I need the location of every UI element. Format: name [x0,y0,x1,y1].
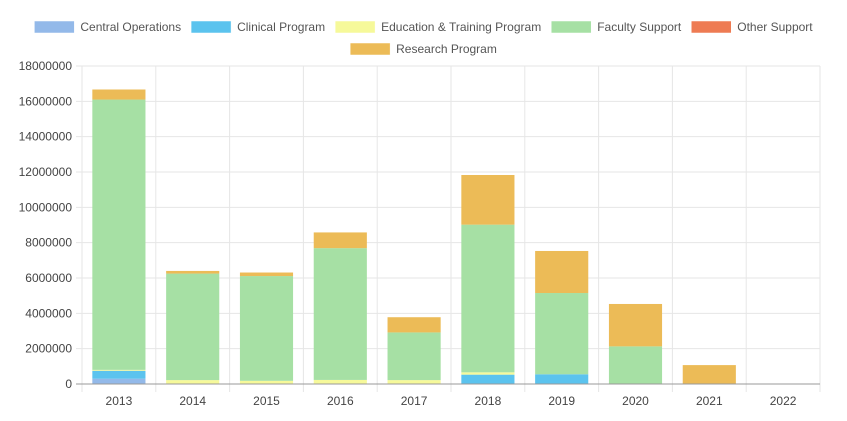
bar-segment-faculty-support-2015 [239,276,294,381]
bar-segment-education-and-training-program-2014 [166,380,220,384]
y-tick-label: 16000000 [19,94,73,108]
legend-label: Research Program [396,42,497,56]
x-tick-label: 2014 [179,394,206,408]
bar-segment-education-and-training-program-2018 [461,372,515,375]
x-tick-label: 2018 [475,394,502,408]
y-tick-label: 6000000 [25,271,72,285]
bar-segment-faculty-support-2014 [166,273,220,381]
y-tick-label: 12000000 [19,165,73,179]
legend-item-faculty-support[interactable]: Faculty Support [550,20,682,34]
x-tick-label: 2020 [622,394,649,408]
bar-segment-education-and-training-program-2013 [92,369,146,371]
legend-swatch [334,20,376,34]
bar-segment-research-program-2019 [535,250,589,294]
x-tick-label: 2019 [548,394,575,408]
x-tick-label: 2016 [327,394,354,408]
legend-swatch [190,20,232,34]
legend-label: Central Operations [80,20,181,34]
x-tick-label: 2013 [106,394,133,408]
x-tick-label: 2021 [696,394,723,408]
y-tick-label: 0 [65,377,72,391]
legend-item-research-program[interactable]: Research Program [349,42,497,56]
y-tick-label: 18000000 [19,59,73,73]
y-tick-label: 8000000 [25,236,72,250]
legend-item-other-support[interactable]: Other Support [691,20,813,34]
y-tick-label: 2000000 [25,342,72,356]
bars [92,89,736,384]
legend-swatch [34,20,75,34]
bar-segment-clinical-program-2013 [92,370,146,379]
bar-segment-faculty-support-2018 [461,224,515,373]
bar-segment-education-and-training-program-2017 [387,380,441,384]
bar-segment-research-program-2015 [239,272,294,277]
bar-segment-research-program-2020 [608,303,663,347]
bar-segment-clinical-program-2018 [461,374,515,384]
x-tick-label: 2017 [401,394,428,408]
y-tick-label: 10000000 [19,200,73,214]
legend-label: Faculty Support [597,20,682,34]
x-tick-label: 2015 [253,394,280,408]
bar-segment-faculty-support-2016 [313,248,367,380]
legend-item-education-and-training-program[interactable]: Education & Training Program [334,20,541,34]
legend-item-clinical-program[interactable]: Clinical Program [190,20,325,34]
legend-swatch [550,20,592,34]
bar-segment-research-program-2013 [92,89,146,100]
bar-segment-research-program-2016 [313,232,367,249]
legend-swatch [349,42,391,56]
y-tick-label: 14000000 [19,130,73,144]
bar-segment-research-program-2014 [166,270,220,274]
y-tick-label: 4000000 [25,306,72,320]
bar-segment-faculty-support-2013 [92,99,146,370]
axes: 0 2000000 4000000 6000000 8000000 10000000 120… [19,59,820,408]
x-tick-label: 2022 [770,394,797,408]
bar-segment-central-operations-2013 [92,378,146,384]
bar-segment-research-program-2018 [461,175,515,225]
bar-segment-research-program-2017 [387,317,441,333]
bar-segment-faculty-support-2020 [608,346,663,384]
bar-segment-education-and-training-program-2015 [239,380,294,384]
bar-segment-clinical-program-2019 [535,374,589,384]
bar-segment-faculty-support-2017 [387,332,441,381]
grid [76,65,821,392]
legend-label: Clinical Program [237,20,325,34]
legend-swatch [691,20,732,34]
bar-segment-research-program-2021 [682,365,736,384]
bar-segment-faculty-support-2019 [535,293,589,375]
legend-label: Education & Training Program [381,20,541,34]
legend-label: Other Support [737,20,813,34]
legend-item-central-operations[interactable]: Central Operations [34,20,181,34]
bar-segment-education-and-training-program-2016 [313,379,367,384]
legend[interactable]: Central Operations Clinical Program Educat… [34,20,813,56]
